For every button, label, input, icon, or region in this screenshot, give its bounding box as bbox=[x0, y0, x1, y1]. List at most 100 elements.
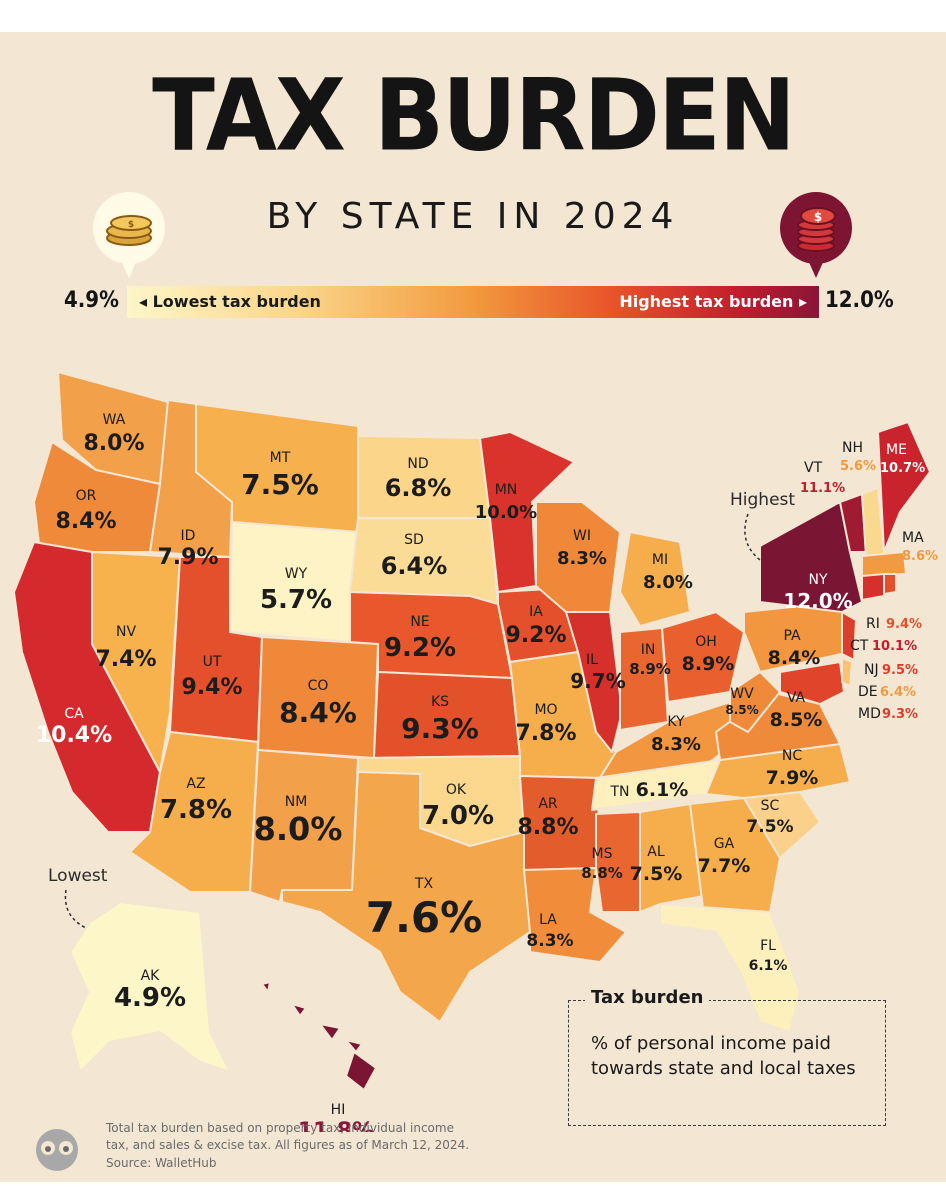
ca-abbr: CA bbox=[64, 706, 84, 722]
il-abbr: IL bbox=[586, 652, 598, 668]
me-abbr: ME bbox=[886, 442, 907, 458]
state-shape-hi bbox=[261, 981, 377, 1091]
wv-value: 8.5% bbox=[725, 703, 758, 717]
ar-abbr: AR bbox=[538, 796, 558, 812]
state-shape-mn bbox=[479, 431, 575, 593]
state-shape-ga bbox=[689, 797, 781, 917]
mt-abbr: MT bbox=[270, 450, 291, 466]
il-value: 9.7% bbox=[570, 669, 625, 693]
la-value: 8.3% bbox=[526, 931, 573, 951]
sd-value: 6.4% bbox=[381, 552, 448, 580]
nc-value: 7.9% bbox=[766, 767, 819, 789]
wv-abbr: WV bbox=[730, 686, 754, 702]
md-abbr: MD bbox=[858, 706, 881, 722]
ca-value: 10.4% bbox=[36, 723, 112, 748]
state-shape-oh bbox=[661, 611, 745, 703]
high-coins-icon: $ bbox=[780, 192, 852, 264]
ri-abbr: RI bbox=[866, 616, 880, 632]
nm-value: 8.0% bbox=[254, 810, 343, 848]
nm-abbr: NM bbox=[285, 794, 308, 810]
ny-value: 12.0% bbox=[783, 589, 852, 613]
highest-arrow bbox=[744, 513, 761, 561]
state-shape-nj bbox=[841, 611, 857, 661]
al-abbr: AL bbox=[647, 844, 665, 860]
nh-value: 5.6% bbox=[840, 459, 876, 474]
state-shape-nv bbox=[91, 551, 181, 773]
la-abbr: LA bbox=[539, 912, 557, 928]
wy-value: 5.7% bbox=[260, 585, 332, 615]
in-value: 8.9% bbox=[629, 660, 671, 678]
low-coins-icon: $ bbox=[93, 192, 165, 264]
de-value: 6.4% bbox=[880, 685, 916, 700]
nd-value: 6.8% bbox=[385, 474, 452, 502]
va-abbr: VA bbox=[787, 690, 806, 706]
lowest-arrow bbox=[64, 889, 87, 929]
me-value: 10.7% bbox=[880, 461, 925, 476]
hi-value: 11.8% bbox=[298, 1119, 374, 1132]
tn-value: 6.1% bbox=[636, 779, 689, 801]
ak-value: 4.9% bbox=[114, 983, 186, 1013]
or-value: 8.4% bbox=[55, 509, 116, 534]
nh-abbr: NH bbox=[842, 440, 863, 456]
ia-abbr: IA bbox=[529, 604, 543, 620]
tx-value: 7.6% bbox=[366, 893, 482, 942]
wy-abbr: WY bbox=[285, 566, 308, 582]
lowest-annotation: Lowest bbox=[48, 866, 108, 886]
high-pin-tail bbox=[808, 260, 824, 278]
md-value: 9.3% bbox=[882, 707, 918, 722]
ri-value: 9.4% bbox=[886, 617, 922, 632]
mi-abbr: MI bbox=[652, 552, 668, 568]
state-shape-me bbox=[877, 421, 931, 553]
scale-low-label: ◂ Lowest tax burden bbox=[139, 292, 321, 311]
state-shape-ak bbox=[69, 901, 231, 1073]
infographic-card: TAX BURDEN BY STATE IN 2024 $ $ 4.9% ◂ L… bbox=[0, 32, 946, 1182]
scale-high-label: Highest tax burden ▸ bbox=[619, 292, 807, 311]
state-shape-de bbox=[841, 657, 853, 687]
footnote-line-1: Total tax burden based on property tax, … bbox=[106, 1121, 454, 1135]
ct-abbr: CT bbox=[850, 638, 869, 654]
tn-abbr: TN bbox=[609, 784, 629, 800]
note-body: % of personal income paid towards state … bbox=[591, 1031, 856, 1081]
hi-abbr: HI bbox=[331, 1102, 346, 1118]
state-shape-tx bbox=[281, 771, 531, 1023]
ga-abbr: GA bbox=[714, 836, 735, 852]
ok-abbr: OK bbox=[446, 782, 467, 798]
page-title: TAX BURDEN bbox=[152, 57, 796, 174]
va-value: 8.5% bbox=[770, 709, 823, 731]
page-subtitle: BY STATE IN 2024 bbox=[266, 196, 680, 237]
sc-abbr: SC bbox=[761, 798, 780, 814]
oh-abbr: OH bbox=[695, 634, 717, 650]
wa-value: 8.0% bbox=[83, 431, 144, 456]
co-abbr: CO bbox=[308, 678, 329, 694]
oh-value: 8.9% bbox=[682, 653, 735, 675]
ny-abbr: NY bbox=[808, 572, 827, 588]
sd-abbr: SD bbox=[404, 532, 424, 548]
vt-value: 11.1% bbox=[800, 481, 845, 496]
ne-value: 9.2% bbox=[384, 633, 456, 663]
nj-abbr: NJ bbox=[864, 662, 879, 678]
ut-abbr: UT bbox=[203, 654, 222, 670]
wi-abbr: WI bbox=[573, 528, 591, 544]
ms-abbr: MS bbox=[592, 846, 613, 862]
mn-abbr: MN bbox=[495, 482, 518, 498]
mn-value: 10.0% bbox=[475, 502, 537, 523]
co-value: 8.4% bbox=[279, 696, 357, 729]
vt-abbr: VT bbox=[804, 460, 823, 476]
pa-value: 8.4% bbox=[768, 647, 821, 669]
ut-value: 9.4% bbox=[181, 675, 242, 700]
mt-value: 7.5% bbox=[241, 468, 319, 501]
state-shape-ma bbox=[861, 551, 907, 577]
ky-value: 8.3% bbox=[651, 734, 701, 755]
tx-abbr: TX bbox=[414, 876, 434, 892]
nc-abbr: NC bbox=[782, 748, 802, 764]
nv-value: 7.4% bbox=[95, 647, 156, 672]
ct-value: 10.1% bbox=[872, 639, 917, 654]
in-abbr: IN bbox=[641, 642, 656, 658]
state-shape-md bbox=[779, 661, 845, 705]
state-shape-al bbox=[639, 803, 705, 913]
state-shape-la bbox=[523, 867, 627, 963]
wa-abbr: WA bbox=[103, 412, 126, 428]
source-footnote: Total tax burden based on property tax, … bbox=[106, 1120, 536, 1172]
nv-abbr: NV bbox=[116, 624, 136, 640]
highest-annotation: Highest bbox=[730, 490, 795, 510]
